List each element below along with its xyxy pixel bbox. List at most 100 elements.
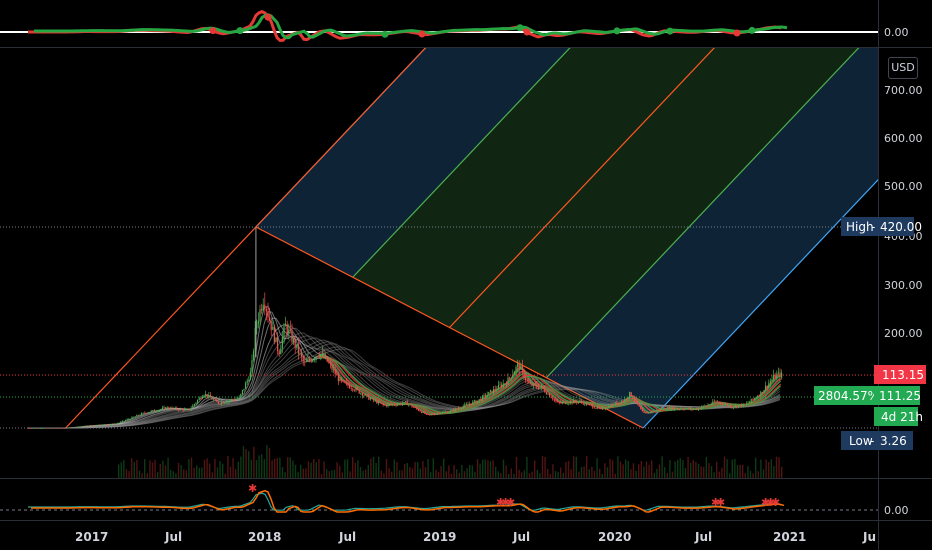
volume-bar [136,460,138,478]
candle-body [747,402,749,404]
candle-body [469,403,471,405]
candle-body [657,409,659,411]
candle-body [341,378,343,381]
candle-body [710,403,712,405]
volume-bar [339,465,341,478]
volume-bar [658,464,661,478]
candle-body [248,380,250,381]
candle-body [382,403,384,405]
volume-bar [471,465,473,478]
volume-bar [700,466,702,478]
volume-bar [255,460,258,478]
candle-body [147,412,149,414]
volume-bar [443,458,445,478]
change-percent: 2804.57% [818,389,879,403]
candle-body [289,329,291,331]
candle-body [43,427,45,429]
candle-body [360,393,362,395]
oscillator-dot [613,27,621,35]
candle-body [305,361,307,363]
candle-body [557,401,559,403]
x-tick-label: Jul [512,530,530,544]
candle-body [462,406,464,409]
volume-bar [596,458,598,478]
candle-body [414,407,416,409]
candle-body [683,409,685,411]
candle-body [352,388,354,391]
candle-body [776,373,778,378]
candle-body [725,404,727,405]
volume-bar [242,446,245,478]
candle-body [203,395,205,397]
candle-body [443,411,445,413]
time-axis[interactable]: 2017 Jul 2018 Jul 2019 Jul 2020 Jul 2021… [75,530,876,544]
volume-bar [528,473,531,478]
candle-body [288,329,290,334]
candle-body [109,424,111,426]
candle-body [721,403,723,405]
volume-bar [497,471,499,478]
volume-bar [721,467,723,478]
candle-body [334,369,336,375]
candle-body [32,428,34,429]
candle-body [281,337,283,349]
volume-bar [245,449,247,478]
candle-body [470,403,472,405]
candle-body [163,407,165,409]
candle-body [678,408,680,410]
volume-bar [344,459,346,478]
candle-body [755,397,757,399]
volume-bar [261,454,263,478]
currency-button[interactable]: USD [888,57,918,79]
candle-body [102,424,104,426]
candle-body [227,401,229,403]
volume-bar [328,471,330,478]
volume-bar [430,472,432,478]
volume-bar [250,459,252,478]
pitchfork-fill [449,48,859,378]
candle-body [189,409,191,411]
volume-bar [326,469,328,478]
candle-body [480,399,482,401]
candle-body [624,398,626,402]
candle-body [509,377,511,379]
candle-body [555,399,557,402]
volume-bar [307,461,310,478]
candle-body [57,428,59,429]
ma-ribbon-line [28,346,781,429]
candle-body [129,418,131,420]
candle-body [590,404,592,406]
candle-body [697,408,699,410]
candle-body [88,425,90,427]
volume-bar [378,456,380,478]
candle-body [273,326,275,343]
candle-body [501,384,503,387]
volume-bar [120,462,122,478]
volume-bar [775,456,778,478]
candle-body [608,405,610,408]
candle-body [139,415,141,416]
candle-body [165,407,167,410]
volume-bar [417,461,419,478]
candle-body [104,424,106,426]
candle-body [131,416,133,419]
volume-bar [196,465,198,478]
price-tick-500: 500.00 [884,180,923,193]
candle-body [344,380,346,383]
candle-body [494,389,496,390]
volume-bar [240,456,242,478]
candle-body [232,399,234,401]
volume-bar [749,470,752,478]
candle-body [416,407,418,410]
volume-bar [162,460,164,478]
signal-mark: ✱ [716,496,725,509]
volume-bar [203,459,206,478]
volume-bar [266,445,268,478]
volume-bar [437,471,440,478]
volume-bar [146,473,148,478]
volume-bar [357,460,359,478]
candle-body [513,371,515,375]
bottom-pane-tick: 0.00 [884,504,909,517]
candle-body [529,383,531,384]
